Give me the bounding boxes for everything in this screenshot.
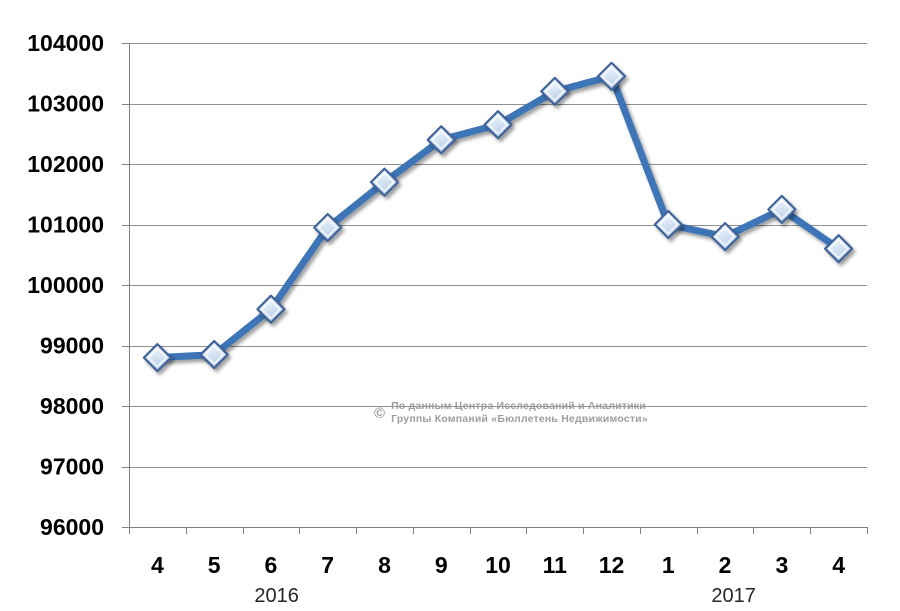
y-axis-tick-label: 98000 bbox=[40, 393, 104, 419]
data-point-marker-highlight bbox=[374, 172, 395, 192]
x-axis-year-label: 2017 bbox=[711, 585, 756, 607]
y-axis-tick-label: 100000 bbox=[27, 272, 104, 298]
y-axis-tick-label: 97000 bbox=[40, 454, 104, 480]
copyright-icon: © bbox=[374, 404, 386, 422]
data-point-marker bbox=[313, 212, 343, 243]
data-point-marker-highlight bbox=[204, 344, 224, 365]
x-axis-tick-label: 8 bbox=[378, 552, 391, 578]
data-point-marker bbox=[369, 167, 400, 197]
data-point-marker bbox=[710, 222, 740, 252]
x-axis-tick-label: 2 bbox=[719, 552, 732, 578]
x-axis-tick-label: 9 bbox=[435, 552, 448, 578]
data-point-marker-highlight bbox=[828, 239, 849, 259]
y-axis-tick-label: 103000 bbox=[27, 91, 104, 117]
watermark-line2: Группы Компаний «Бюллетень Недвижимости» bbox=[391, 413, 648, 425]
x-axis-tick-label: 1 bbox=[662, 552, 675, 578]
data-point-marker-highlight bbox=[658, 214, 679, 235]
watermark-text: По данным Центра Исследований и Аналитик… bbox=[391, 400, 648, 426]
axes-group bbox=[122, 43, 868, 534]
data-point-marker bbox=[256, 294, 286, 324]
data-point-marker-highlight bbox=[545, 81, 565, 102]
y-axis-tick-label: 99000 bbox=[40, 333, 104, 359]
data-point-marker bbox=[653, 209, 683, 240]
y-axis-tick-label: 96000 bbox=[40, 514, 104, 540]
data-point-marker-highlight bbox=[772, 199, 792, 220]
x-axis-year-label: 2016 bbox=[254, 585, 299, 607]
data-point-marker-highlight bbox=[147, 347, 168, 368]
data-point-marker bbox=[767, 194, 797, 224]
data-point-marker bbox=[596, 61, 627, 91]
data-point-marker-highlight bbox=[317, 217, 338, 238]
x-axis-tick-label: 4 bbox=[151, 552, 164, 578]
series-group bbox=[142, 61, 854, 373]
x-axis-tick-label: 5 bbox=[208, 552, 221, 578]
x-axis-tick-label: 3 bbox=[775, 552, 788, 578]
watermark-line1: По данным Центра Исследований и Аналитик… bbox=[391, 400, 646, 412]
x-axis-tick-label: 6 bbox=[265, 552, 278, 578]
data-point-marker bbox=[824, 234, 854, 264]
y-axis-tick-label: 102000 bbox=[27, 151, 104, 177]
data-point-marker-highlight bbox=[601, 66, 622, 86]
data-point-marker bbox=[199, 339, 229, 370]
data-point-marker-highlight bbox=[488, 114, 508, 135]
x-axis-tick-label: 12 bbox=[599, 552, 625, 578]
x-axis-tick-label: 7 bbox=[321, 552, 334, 578]
x-axis-tick-label: 11 bbox=[543, 552, 568, 578]
y-axis-tick-label: 101000 bbox=[27, 212, 104, 238]
data-point-marker-highlight bbox=[431, 130, 451, 150]
data-point-marker-highlight bbox=[261, 299, 281, 319]
x-axis-tick-label: 4 bbox=[832, 552, 845, 578]
data-point-marker bbox=[426, 125, 456, 155]
y-axis-tick-label: 104000 bbox=[27, 30, 104, 56]
data-point-marker-highlight bbox=[715, 226, 735, 247]
watermark: © По данным Центра Исследований и Аналит… bbox=[374, 400, 648, 426]
gridlines-group bbox=[129, 43, 867, 528]
x-axis-tick-label: 10 bbox=[485, 552, 511, 578]
data-point-marker bbox=[142, 343, 172, 373]
data-point-marker bbox=[540, 76, 570, 106]
axis-labels-group: 96000 97000 98000 99000 100000 101000 102000 10… bbox=[27, 30, 845, 607]
data-point-marker bbox=[483, 110, 513, 140]
